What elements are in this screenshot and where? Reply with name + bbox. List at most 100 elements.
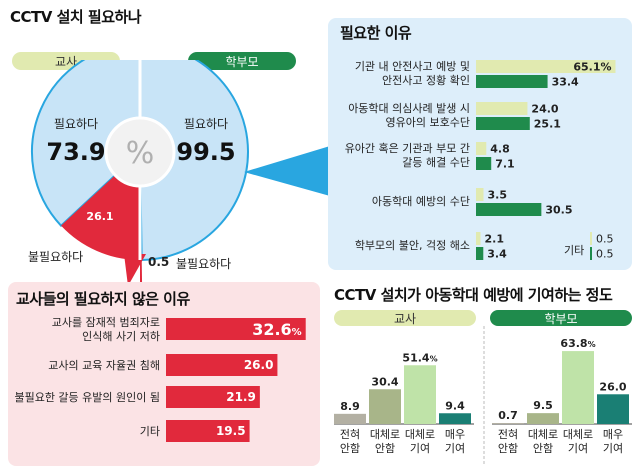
contribution-category: 대체로 (528, 428, 558, 441)
contribution-bar (334, 413, 366, 424)
contribution-category: 기여 (410, 442, 430, 455)
not-needed-label: 교사를 잠재적 범죄자로 (52, 316, 160, 329)
parent-need-label: 필요하다 (184, 117, 228, 131)
contribution-value: 9.4 (445, 399, 465, 412)
not-needed-bar (166, 354, 278, 376)
not-needed-unit: % (292, 327, 302, 338)
contribution-unit: % (588, 340, 596, 349)
contribution-category: 안함 (533, 442, 553, 455)
contribution-bar (562, 351, 594, 424)
parent-need-slice (139, 60, 249, 262)
contribution-bar (527, 413, 559, 424)
contribution-bar (492, 423, 524, 424)
reason-teacher-bar (476, 60, 616, 73)
contribution-category: 매우 (445, 428, 465, 441)
reason-etc-parent-bar (590, 247, 592, 260)
reason-teacher-value: 4.8 (490, 143, 510, 156)
not-needed-label: 불필요한 갈등 유발의 원인이 됨 (14, 390, 160, 404)
contribution-category: 대체로 (405, 428, 435, 441)
reason-parent-value: 7.1 (495, 158, 515, 171)
reason-parent-bar (476, 157, 492, 170)
not-needed-bar (166, 318, 306, 340)
reason-parent-bar (476, 75, 548, 88)
contribution-title: CCTV 설치가 아동학대 예방에 기여하는 정도 (334, 286, 613, 304)
contribution-category: 전혀 (498, 428, 518, 441)
not-needed-value: 26.0 (244, 358, 274, 372)
reasons-title: 필요한 이유 (340, 24, 412, 42)
teacher-need-label: 필요하다 (54, 117, 98, 131)
reason-etc-teacher-bar (590, 232, 592, 245)
teacher-no-need-label: 불필요하다 (28, 250, 84, 264)
not-needed-bar (166, 420, 250, 442)
reason-parent-value: 33.4 (552, 76, 579, 89)
contribution-teacher-pill: 교사 (334, 310, 476, 326)
reason-teacher-bar (476, 232, 481, 245)
not-needed-label: 교사의 교육 자율권 침해 (48, 358, 160, 372)
contribution-bar (404, 365, 436, 424)
parent-pointer (244, 146, 330, 196)
contribution-value: 63.8% (560, 337, 595, 350)
teacher-need-slice (31, 60, 141, 228)
reason-teacher-value: 24.0 (531, 103, 558, 116)
reason-label: 유아간 혹은 기관과 부모 간 (345, 141, 470, 155)
teacher-need-value: 73.9 (46, 138, 105, 166)
contribution-category: 안함 (498, 442, 518, 455)
contribution-unit: % (430, 354, 438, 363)
reason-etc-label: 기타 (564, 244, 584, 257)
reason-teacher-value: 3.5 (488, 189, 508, 202)
contribution-value: 8.9 (340, 400, 360, 413)
reason-label: 영유아의 보호수단 (386, 116, 470, 129)
not-needed-bar (166, 386, 260, 408)
contribution-category: 전혀 (340, 428, 360, 441)
not-needed-value: 19.5 (216, 424, 246, 438)
not-needed-label: 기타 (140, 425, 160, 438)
contribution-category: 매우 (603, 428, 623, 441)
contribution-value: 9.5 (533, 399, 553, 412)
reason-parent-bar (476, 117, 530, 130)
reason-etc-teacher-value: 0.5 (596, 233, 614, 246)
teacher-no-need-value: 26.1 (86, 210, 113, 223)
contribution-category: 안함 (340, 442, 360, 455)
contribution-value: 30.4 (371, 375, 398, 388)
contribution-category: 안함 (375, 442, 395, 455)
reason-parent-value: 25.1 (534, 118, 561, 131)
pie-chart: % 필요하다 73.9 필요하다 99.5 26.1 (31, 60, 330, 286)
reason-label: 아동학대 의심사례 발생 시 (348, 102, 470, 115)
contribution-category: 기여 (603, 442, 623, 455)
pie-center (104, 116, 176, 188)
reason-teacher-bar (476, 188, 484, 201)
contribution-bar (597, 394, 629, 424)
reason-label: 갈등 해결 수단 (402, 155, 470, 169)
pie-title: CCTV 설치 필요하나 (10, 8, 142, 26)
parent-no-need-value: 0.5 (148, 255, 170, 269)
parent-need-value: 99.5 (176, 138, 235, 166)
not-needed-title: 교사들의 필요하지 않은 이유 (16, 290, 190, 308)
contribution-category: 기여 (568, 442, 588, 455)
contribution-parent-pill: 학부모 (490, 310, 632, 326)
contribution-category: 대체로 (370, 428, 400, 441)
pie-center-symbol: % (126, 136, 155, 171)
reason-label: 아동학대 예방의 수단 (372, 195, 470, 208)
reason-etc-parent-value: 0.5 (596, 248, 614, 261)
contribution-category: 기여 (445, 442, 465, 455)
contribution-value: 26.0 (599, 380, 626, 393)
reason-parent-value: 3.4 (487, 248, 507, 261)
reason-parent-value: 30.5 (545, 204, 572, 217)
reason-label: 안전사고 정황 확인 (382, 74, 470, 87)
not-needed-value: 32.6% (252, 320, 302, 339)
contribution-value: 0.7 (498, 409, 518, 422)
not-needed-value: 21.9 (226, 390, 256, 404)
contribution-value: 51.4% (402, 351, 437, 364)
teacher-pointer (124, 254, 146, 286)
contribution-bar (369, 389, 401, 424)
reason-teacher-value: 65.1% (573, 61, 611, 74)
reason-teacher-bar (476, 102, 528, 115)
reason-label: 기관 내 안전사고 예방 및 (355, 60, 470, 73)
contribution-category: 대체로 (563, 428, 593, 441)
reason-teacher-bar (476, 142, 487, 155)
reason-teacher-value: 2.1 (485, 233, 505, 246)
